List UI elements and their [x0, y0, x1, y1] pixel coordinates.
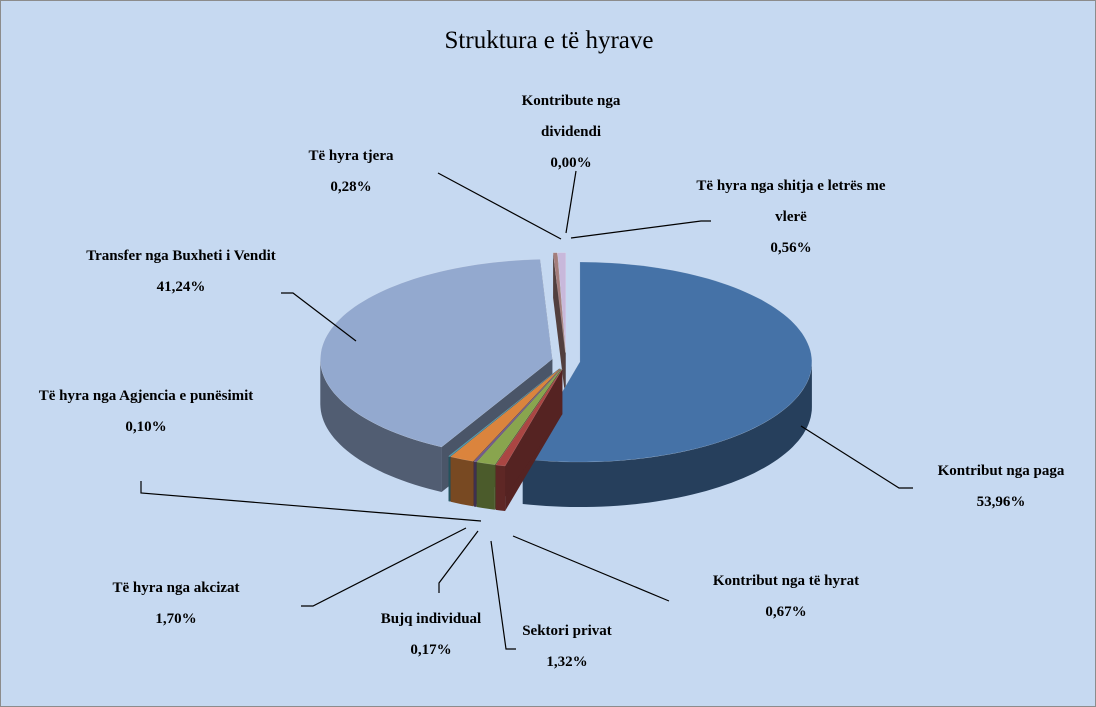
- data-label: Të hyra nga Agjencia e punësimit 0,10%: [21, 381, 271, 443]
- data-label: Sektori privat 1,32%: [502, 616, 632, 678]
- slice: [473, 368, 561, 463]
- chart-title: Struktura e të hyrave: [444, 27, 654, 54]
- slice: [557, 252, 567, 353]
- data-label: Bujq individual 0,17%: [356, 604, 506, 666]
- data-label: Kontribut nga të hyrat 0,67%: [676, 566, 896, 628]
- leader-line: [800, 425, 913, 489]
- leader-line: [281, 292, 357, 342]
- leader-line: [301, 527, 467, 607]
- slice: [476, 368, 562, 465]
- slice-side: [553, 252, 566, 398]
- label-category: Bujq individual: [380, 611, 482, 627]
- leader-line: [140, 481, 482, 522]
- leader-line: [565, 170, 577, 234]
- slice-wall: [448, 456, 450, 502]
- slice-wall: [476, 462, 495, 510]
- label-category: Të hyra nga shitja e letrës me vlerë: [696, 178, 886, 225]
- label-value: 0,17%: [410, 642, 452, 658]
- label-value: 0,00%: [550, 155, 592, 171]
- data-label: Transfer nga Buxheti i Vendit 41,24%: [66, 241, 296, 303]
- data-label: Kontribute nga dividendi 0,00%: [496, 86, 646, 179]
- leader-line: [512, 535, 670, 602]
- slice: [450, 368, 561, 462]
- label-value: 0,56%: [770, 240, 812, 256]
- slice: [552, 252, 566, 353]
- data-label: Të hyra tjera 0,28%: [276, 141, 426, 203]
- label-value: 1,70%: [155, 611, 197, 627]
- slice-wall: [495, 464, 506, 511]
- label-category: Sektori privat: [522, 623, 612, 639]
- slice: [320, 259, 553, 448]
- slice-wall: [522, 362, 812, 507]
- label-value: 0,28%: [330, 179, 372, 195]
- slice: [495, 368, 563, 467]
- slice: [557, 252, 566, 353]
- label-value: 0,10%: [125, 419, 167, 435]
- leader-line: [437, 172, 562, 240]
- slice: [447, 368, 560, 457]
- label-value: 41,24%: [156, 279, 206, 295]
- label-category: Transfer nga Buxheti i Vendit: [86, 248, 276, 264]
- label-value: 0,67%: [765, 604, 807, 620]
- label-category: Kontribut nga paga: [937, 463, 1065, 479]
- data-label: Të hyra nga akcizat 1,70%: [76, 573, 276, 635]
- slice-wall: [473, 461, 477, 507]
- label-category: Kontribute nga dividendi: [521, 93, 621, 140]
- leader-line: [570, 220, 711, 239]
- slice: [522, 261, 813, 463]
- slice-wall: [450, 456, 473, 507]
- label-category: Të hyra nga akcizat: [112, 580, 240, 596]
- label-value: 53,96%: [976, 494, 1026, 510]
- data-label: Të hyra nga shitja e letrës me vlerë 0,56…: [696, 171, 886, 264]
- label-category: Kontribut nga të hyrat: [712, 573, 860, 589]
- leader-line: [490, 540, 516, 650]
- slice-wall: [320, 359, 442, 492]
- data-label: Kontribut nga paga 53,96%: [901, 456, 1095, 518]
- label-category: Të hyra nga Agjencia e punësimit: [38, 388, 254, 404]
- leader-line: [438, 530, 479, 593]
- label-category: Të hyra tjera: [308, 148, 394, 164]
- label-value: 1,32%: [546, 654, 588, 670]
- slice-side: [495, 369, 563, 510]
